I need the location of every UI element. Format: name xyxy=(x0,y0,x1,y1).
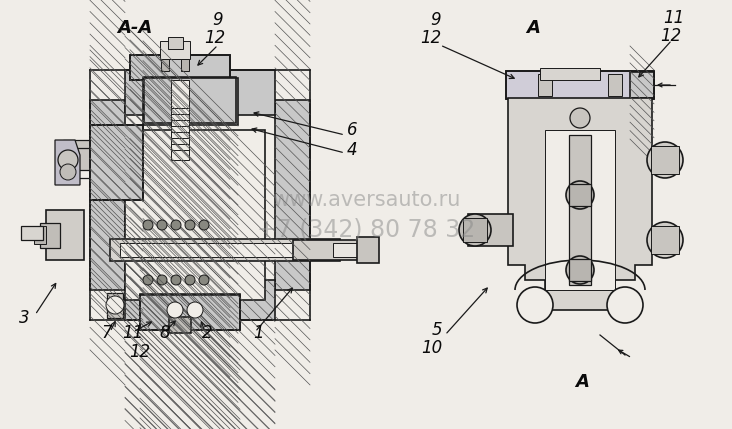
Bar xyxy=(130,55,230,80)
Circle shape xyxy=(199,220,209,230)
Bar xyxy=(540,68,600,80)
Bar xyxy=(630,72,654,98)
Bar xyxy=(168,37,182,49)
Bar xyxy=(140,295,240,330)
Text: 9: 9 xyxy=(430,11,441,29)
Circle shape xyxy=(647,142,683,178)
Text: 6: 6 xyxy=(347,121,357,139)
Bar xyxy=(608,74,622,96)
Circle shape xyxy=(143,220,153,230)
Bar xyxy=(463,218,487,242)
Circle shape xyxy=(167,302,183,318)
Bar xyxy=(181,59,189,71)
Circle shape xyxy=(647,222,683,258)
Bar xyxy=(46,210,84,260)
Bar xyxy=(107,293,123,317)
Circle shape xyxy=(157,275,167,285)
Text: A-A: A-A xyxy=(117,19,153,37)
Circle shape xyxy=(459,214,491,246)
Circle shape xyxy=(570,108,590,128)
Circle shape xyxy=(607,287,643,323)
Text: +7 (342) 80 78 32: +7 (342) 80 78 32 xyxy=(257,218,475,242)
Circle shape xyxy=(185,220,195,230)
Text: 12: 12 xyxy=(420,29,441,47)
Polygon shape xyxy=(55,140,80,185)
Text: 12: 12 xyxy=(660,27,681,45)
Bar xyxy=(506,71,654,99)
Bar xyxy=(569,184,591,206)
Bar xyxy=(506,71,654,99)
Circle shape xyxy=(185,275,195,285)
Circle shape xyxy=(143,275,153,285)
Circle shape xyxy=(106,296,124,314)
Text: 12: 12 xyxy=(204,29,225,47)
Circle shape xyxy=(171,275,181,285)
Bar xyxy=(21,226,43,240)
Text: 5: 5 xyxy=(432,321,442,339)
Bar xyxy=(120,243,330,257)
Bar xyxy=(275,100,310,290)
Text: 10: 10 xyxy=(422,339,443,357)
Text: 7: 7 xyxy=(102,324,112,342)
Bar xyxy=(569,259,591,281)
Polygon shape xyxy=(545,130,615,290)
Text: 9: 9 xyxy=(213,11,223,29)
Circle shape xyxy=(171,220,181,230)
Circle shape xyxy=(199,275,209,285)
Bar xyxy=(357,237,379,263)
Text: 11: 11 xyxy=(663,9,684,27)
Circle shape xyxy=(566,181,594,209)
Bar xyxy=(90,100,125,290)
Text: 12: 12 xyxy=(130,343,151,361)
Bar xyxy=(555,103,605,138)
Bar xyxy=(90,125,143,200)
Bar xyxy=(34,226,46,244)
Bar xyxy=(293,240,367,260)
Bar xyxy=(160,41,190,59)
Bar xyxy=(125,280,275,320)
Bar xyxy=(538,74,552,96)
Bar xyxy=(571,106,589,124)
Bar xyxy=(125,130,265,300)
Text: 11: 11 xyxy=(122,324,143,342)
Text: 4: 4 xyxy=(347,141,357,159)
Bar xyxy=(569,135,591,285)
Circle shape xyxy=(566,256,594,284)
Bar xyxy=(89,124,143,199)
Bar xyxy=(40,223,60,248)
Bar xyxy=(125,70,275,115)
Bar xyxy=(651,146,679,174)
Text: www.aversauto.ru: www.aversauto.ru xyxy=(272,190,460,210)
Circle shape xyxy=(187,302,203,318)
Text: 1: 1 xyxy=(253,324,264,342)
Circle shape xyxy=(517,287,553,323)
Bar xyxy=(171,80,189,160)
Bar xyxy=(144,77,236,123)
Bar xyxy=(332,243,367,257)
Circle shape xyxy=(58,150,78,170)
Text: 8: 8 xyxy=(160,324,171,342)
Text: A: A xyxy=(575,373,589,391)
Bar xyxy=(651,226,679,254)
Text: 3: 3 xyxy=(19,309,29,327)
Bar xyxy=(143,78,238,125)
Bar xyxy=(468,214,512,246)
Circle shape xyxy=(60,164,76,180)
Bar xyxy=(140,294,240,330)
Polygon shape xyxy=(508,98,652,310)
Text: 2: 2 xyxy=(202,324,212,342)
Bar xyxy=(130,54,230,79)
Circle shape xyxy=(157,220,167,230)
Bar xyxy=(161,59,169,71)
Bar xyxy=(110,239,340,261)
Bar xyxy=(169,317,191,333)
Text: A: A xyxy=(526,19,540,37)
Bar xyxy=(62,140,97,170)
